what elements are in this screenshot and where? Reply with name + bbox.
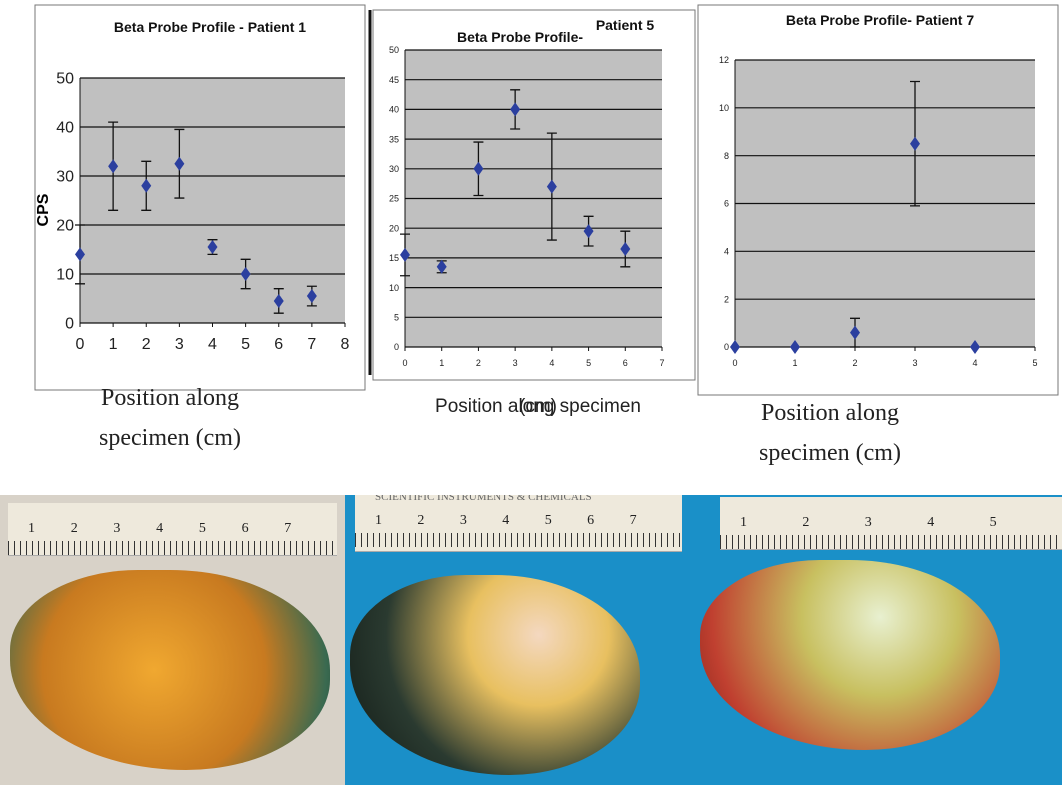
x-tick-label: 2 bbox=[142, 336, 151, 353]
x-tick-label: 1 bbox=[439, 358, 444, 368]
tissue bbox=[10, 570, 330, 770]
x-tick-label: 5 bbox=[241, 336, 250, 353]
y-tick-label: 10 bbox=[56, 267, 74, 284]
x-tick-label: 0 bbox=[732, 358, 737, 368]
y-tick-label: 50 bbox=[56, 71, 74, 88]
x-tick-label: 3 bbox=[175, 336, 184, 353]
x-tick-label: 3 bbox=[513, 358, 518, 368]
ruler: SCIENTIFIC INSTRUMENTS & CHEMICALS 1 2 3 4 5 6… bbox=[355, 495, 682, 552]
ruler-label: 3 bbox=[460, 513, 467, 529]
chart-title: Beta Probe Profile- bbox=[457, 29, 583, 45]
y-axis-label: CPS bbox=[35, 193, 52, 226]
x-tick-label: 5 bbox=[586, 358, 591, 368]
y-tick-label: 50 bbox=[389, 45, 399, 55]
ruler-label: 4 bbox=[156, 521, 163, 537]
chart-title: Beta Probe Profile- Patient 7 bbox=[786, 12, 974, 28]
ruler-label: 6 bbox=[242, 521, 249, 537]
y-tick-label: 6 bbox=[724, 199, 729, 209]
y-tick-label: 20 bbox=[389, 223, 399, 233]
x-tick-label: 5 bbox=[1032, 358, 1037, 368]
plot-area bbox=[80, 78, 345, 323]
ruler-label: 7 bbox=[630, 513, 637, 529]
x-tick-label: 4 bbox=[549, 358, 554, 368]
tissue bbox=[350, 575, 640, 775]
x-tick-label: 0 bbox=[402, 358, 407, 368]
y-tick-label: 20 bbox=[56, 218, 74, 235]
y-tick-label: 10 bbox=[719, 103, 729, 113]
page: {"chart_data":[ {"type":"scatter","title… bbox=[0, 0, 1062, 785]
ruler-label: 2 bbox=[417, 513, 424, 529]
x-tick-label: 3 bbox=[912, 358, 917, 368]
specimen-photo: 1 2 3 4 5 6 7 bbox=[0, 495, 345, 785]
x-tick-label: 7 bbox=[307, 336, 316, 353]
ruler-label: 6 bbox=[587, 513, 594, 529]
y-tick-label: 0 bbox=[724, 342, 729, 352]
x-axis-label: specimen (cm) bbox=[759, 440, 901, 466]
y-tick-label: 12 bbox=[719, 55, 729, 65]
ruler-label: 7 bbox=[284, 521, 291, 537]
x-axis-label: Position along bbox=[101, 385, 239, 411]
y-tick-label: 0 bbox=[65, 316, 74, 333]
x-tick-label: 1 bbox=[792, 358, 797, 368]
ruler-label: 5 bbox=[199, 521, 206, 537]
y-tick-label: 0 bbox=[394, 342, 399, 352]
tissue bbox=[700, 560, 1000, 750]
y-tick-label: 4 bbox=[724, 246, 729, 256]
specimen-photo: 1 2 3 4 5 bbox=[690, 495, 1062, 785]
x-tick-label: 1 bbox=[109, 336, 118, 353]
ruler-label: 5 bbox=[545, 513, 552, 529]
y-tick-label: 8 bbox=[724, 151, 729, 161]
y-tick-label: 10 bbox=[389, 283, 399, 293]
x-tick-label: 6 bbox=[623, 358, 628, 368]
ruler-label: 2 bbox=[802, 515, 809, 531]
ruler-label: 3 bbox=[865, 515, 872, 531]
ruler-label: 2 bbox=[71, 521, 78, 537]
x-tick-label: 6 bbox=[274, 336, 283, 353]
y-tick-label: 25 bbox=[389, 194, 399, 204]
y-tick-label: 40 bbox=[56, 120, 74, 137]
specimen-photo: SCIENTIFIC INSTRUMENTS & CHEMICALS 1 2 3 4 5 6… bbox=[345, 495, 690, 785]
ruler-label: 4 bbox=[927, 515, 934, 531]
chart-subtitle: Patient 5 bbox=[596, 17, 655, 33]
x-tick-label: 2 bbox=[852, 358, 857, 368]
ruler: 1 2 3 4 5 bbox=[720, 497, 1062, 550]
x-tick-label: 0 bbox=[76, 336, 85, 353]
y-tick-label: 45 bbox=[389, 75, 399, 85]
y-tick-label: 2 bbox=[724, 294, 729, 304]
ruler-label: 3 bbox=[113, 521, 120, 537]
ruler-label: 1 bbox=[740, 515, 747, 531]
x-axis-label: Position along bbox=[761, 400, 899, 426]
y-tick-label: 30 bbox=[389, 164, 399, 174]
y-tick-label: 35 bbox=[389, 134, 399, 144]
charts: 01020304050012345678Beta Probe Profile -… bbox=[0, 0, 1062, 490]
x-axis-label: specimen (cm) bbox=[99, 425, 241, 451]
x-tick-label: 2 bbox=[476, 358, 481, 368]
brand: SCIENTIFIC INSTRUMENTS & CHEMICALS bbox=[375, 495, 592, 503]
ruler-label: 1 bbox=[28, 521, 35, 537]
chart-title: Beta Probe Profile - Patient 1 bbox=[114, 19, 306, 35]
x-tick-label: 4 bbox=[972, 358, 977, 368]
y-tick-label: 40 bbox=[389, 105, 399, 115]
ruler-label: 4 bbox=[502, 513, 509, 529]
y-tick-label: 15 bbox=[389, 253, 399, 263]
x-tick-label: 4 bbox=[208, 336, 217, 353]
ruler-label: 5 bbox=[990, 515, 997, 531]
y-tick-label: 5 bbox=[394, 312, 399, 322]
ruler-label: 1 bbox=[375, 513, 382, 529]
ruler: 1 2 3 4 5 6 7 bbox=[8, 503, 337, 556]
x-axis-label: (cm) bbox=[519, 396, 557, 417]
y-tick-label: 30 bbox=[56, 169, 74, 186]
x-tick-label: 8 bbox=[341, 336, 350, 353]
x-tick-label: 7 bbox=[659, 358, 664, 368]
